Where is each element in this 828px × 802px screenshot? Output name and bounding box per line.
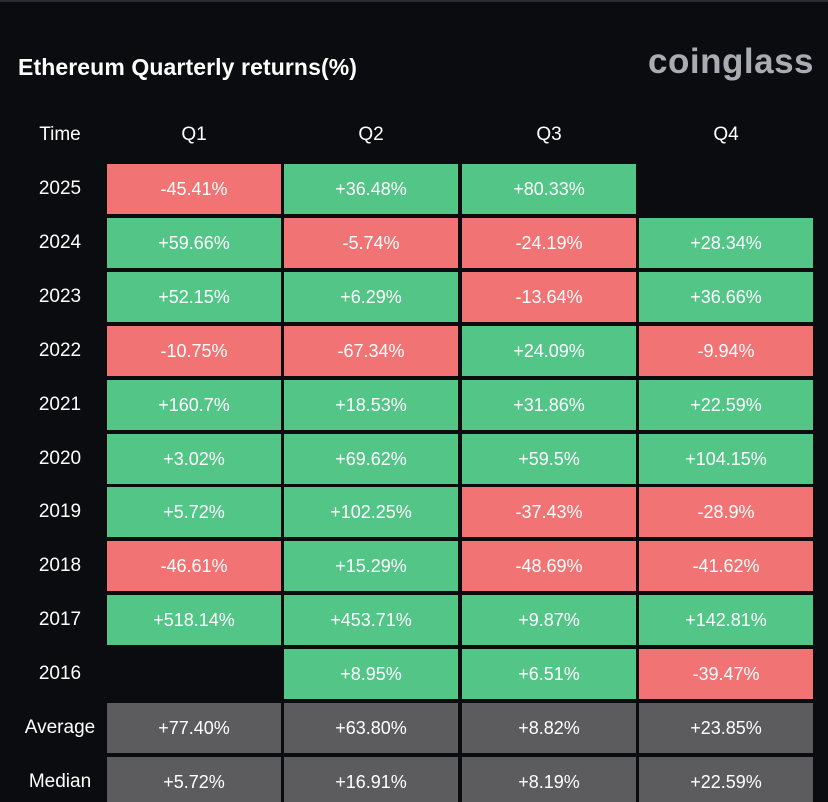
cell-average-q1: +77.40% <box>107 703 281 753</box>
header-q3: Q3 <box>536 124 562 145</box>
cell-2020-q2: +69.62% <box>284 434 458 484</box>
header-q4: Q4 <box>713 124 739 145</box>
row-label-2024: 2024 <box>38 232 82 253</box>
row-label-2023: 2023 <box>38 286 82 307</box>
cell-2025-q2: +36.48% <box>284 164 458 214</box>
cell-2021-q2: +18.53% <box>284 380 458 430</box>
cell-2022-q1: -10.75% <box>107 326 281 376</box>
cell-2020-q4: +104.15% <box>639 434 813 484</box>
header-q2: Q2 <box>358 124 384 145</box>
cell-2017-q3: +9.87% <box>462 595 636 645</box>
header-q1: Q1 <box>181 124 207 145</box>
cell-2025-q3: +80.33% <box>462 164 636 214</box>
cell-2023-q3: -13.64% <box>462 272 636 322</box>
cell-2023-q2: +6.29% <box>284 272 458 322</box>
cell-2019-q1: +5.72% <box>107 487 281 537</box>
row-label-2025: 2025 <box>38 178 82 199</box>
cell-2019-q3: -37.43% <box>462 487 636 537</box>
cell-2022-q3: +24.09% <box>462 326 636 376</box>
cell-2024-q4: +28.34% <box>639 218 813 268</box>
cell-average-q3: +8.82% <box>462 703 636 753</box>
cell-2017-q1: +518.14% <box>107 595 281 645</box>
cell-2022-q2: -67.34% <box>284 326 458 376</box>
cell-2017-q2: +453.71% <box>284 595 458 645</box>
cell-2023-q1: +52.15% <box>107 272 281 322</box>
cell-2018-q1: -46.61% <box>107 541 281 591</box>
cell-2018-q3: -48.69% <box>462 541 636 591</box>
cell-2021-q3: +31.86% <box>462 380 636 430</box>
cell-2025-q1: -45.41% <box>107 164 281 214</box>
cell-average-q4: +23.85% <box>639 703 813 753</box>
cell-2018-q4: -41.62% <box>639 541 813 591</box>
cell-2016-q3: +6.51% <box>462 649 636 699</box>
row-label-2017: 2017 <box>38 609 82 630</box>
cell-average-q2: +63.80% <box>284 703 458 753</box>
cell-2021-q1: +160.7% <box>107 380 281 430</box>
cell-2020-q3: +59.5% <box>462 434 636 484</box>
cell-2019-q2: +102.25% <box>284 487 458 537</box>
row-label-2018: 2018 <box>38 555 82 576</box>
cell-2024-q1: +59.66% <box>107 218 281 268</box>
row-label-2019: 2019 <box>38 501 82 522</box>
cell-median-q4: +22.59% <box>639 757 813 802</box>
row-label-2022: 2022 <box>38 340 82 361</box>
cell-2016-q2: +8.95% <box>284 649 458 699</box>
cell-2022-q4: -9.94% <box>639 326 813 376</box>
cell-2021-q4: +22.59% <box>639 380 813 430</box>
cell-2018-q2: +15.29% <box>284 541 458 591</box>
cell-2020-q1: +3.02% <box>107 434 281 484</box>
header-time: Time <box>39 124 81 145</box>
cell-2024-q2: -5.74% <box>284 218 458 268</box>
row-label-2016: 2016 <box>38 663 82 684</box>
row-label-median: Median <box>28 771 92 792</box>
cell-median-q1: +5.72% <box>107 757 281 802</box>
cell-2024-q3: -24.19% <box>462 218 636 268</box>
cell-2017-q4: +142.81% <box>639 595 813 645</box>
row-label-2021: 2021 <box>38 394 82 415</box>
brand-logo: coinglass <box>648 42 814 81</box>
cell-2016-q1 <box>107 649 281 699</box>
cell-2016-q4: -39.47% <box>639 649 813 699</box>
cell-median-q3: +8.19% <box>462 757 636 802</box>
cell-2023-q4: +36.66% <box>639 272 813 322</box>
cell-median-q2: +16.91% <box>284 757 458 802</box>
row-label-2020: 2020 <box>38 448 82 469</box>
chart-title: Ethereum Quarterly returns(%) <box>18 54 358 80</box>
cell-2025-q4 <box>639 164 813 214</box>
cell-2019-q4: -28.9% <box>639 487 813 537</box>
row-label-average: Average <box>24 717 96 738</box>
